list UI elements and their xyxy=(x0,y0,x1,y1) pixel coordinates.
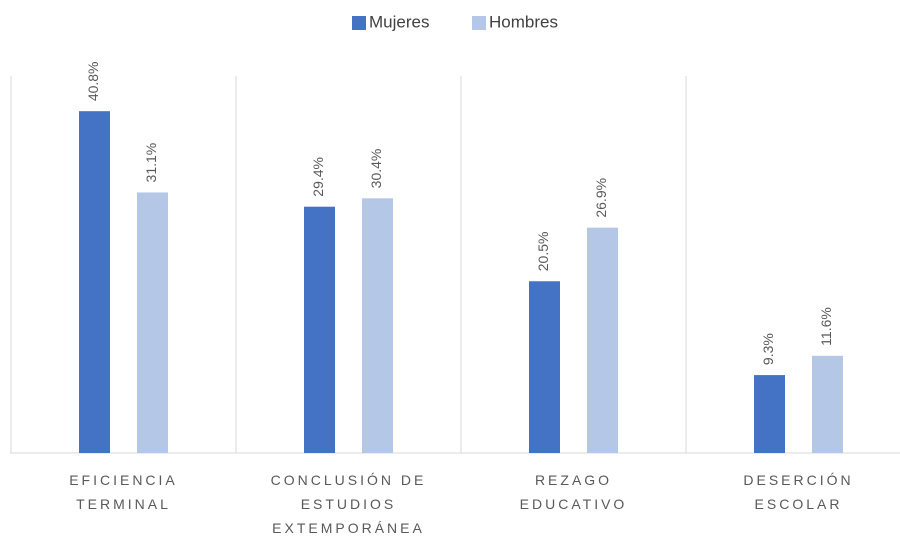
x-tick-label-line: EDUCATIVO xyxy=(520,496,628,512)
bar xyxy=(529,281,560,453)
bar xyxy=(304,206,335,453)
data-label: 26.9% xyxy=(593,178,609,218)
x-tick-label: CONCLUSIÓN DE ESTUDIOS EXTEMPORÁNEA xyxy=(271,472,427,536)
x-tick-label-line: ESTUDIOS xyxy=(301,496,397,512)
bar xyxy=(79,111,110,453)
data-label: 31.1% xyxy=(143,143,159,183)
x-tick-label-line: ESCOLAR xyxy=(755,496,843,512)
data-label: 9.3% xyxy=(760,333,776,365)
data-label: 20.5% xyxy=(535,232,551,272)
legend-label: Mujeres xyxy=(369,12,429,31)
bar xyxy=(137,192,168,453)
x-tick-label-line: REZAGO xyxy=(535,472,612,488)
data-label: 29.4% xyxy=(310,157,326,197)
x-tick-label-line: EFICIENCIA xyxy=(69,472,178,488)
legend-swatch xyxy=(472,16,486,30)
data-label: 30.4% xyxy=(368,149,384,189)
legend-label: Hombres xyxy=(489,12,558,31)
x-tick-label-line: TERMINAL xyxy=(76,496,171,512)
x-tick-label-line: DESERCIÓN xyxy=(743,472,853,488)
x-tick-label-line: EXTEMPORÁNEA xyxy=(272,520,425,536)
bar xyxy=(587,227,618,453)
data-label: 11.6% xyxy=(818,307,834,346)
x-tick-label-line: CONCLUSIÓN DE xyxy=(271,472,427,488)
bar xyxy=(362,198,393,453)
data-label: 40.8% xyxy=(85,61,101,101)
bar xyxy=(754,375,785,453)
x-tick-label: DESERCIÓN ESCOLAR xyxy=(743,472,853,512)
bar xyxy=(812,355,843,453)
x-tick-label: EFICIENCIA TERMINAL xyxy=(69,472,178,512)
legend-swatch xyxy=(352,16,366,30)
x-tick-label: REZAGO EDUCATIVO xyxy=(520,472,628,512)
